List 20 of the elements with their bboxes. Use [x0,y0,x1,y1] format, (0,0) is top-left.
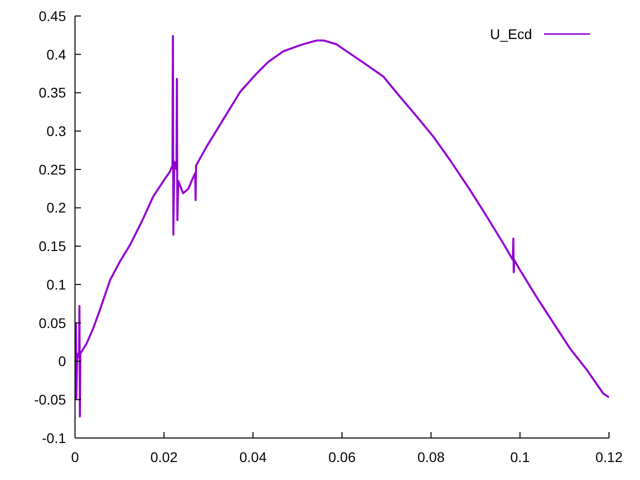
x-tick-label: 0.02 [150,449,178,465]
y-tick-label: -0.05 [34,392,66,408]
y-tick-label: 0.25 [38,161,66,178]
y-tick-label: 0.4 [46,46,66,62]
x-tick-label: 0 [71,449,80,465]
y-tick-label: 0.35 [38,84,66,101]
x-tick-label: 0.1 [510,449,530,465]
x-tick-label: 0.08 [417,449,445,465]
y-tick-label: -0.1 [42,430,66,446]
y-tick-label: 0.2 [46,200,66,216]
y-tick-label: 0.15 [38,238,66,254]
x-tick-label: 0.12 [595,449,623,465]
y-tick-label: 0.45 [38,8,66,24]
y-tick-label: 0 [58,353,66,370]
y-tick-label: 0.05 [38,314,66,331]
x-tick-label: 0.04 [239,449,267,465]
legend-label: U_Ecd [490,25,532,43]
x-tick-label: 0.06 [328,449,356,465]
y-tick-label: 0.3 [46,122,66,139]
y-tick-label: 0.1 [46,276,66,292]
